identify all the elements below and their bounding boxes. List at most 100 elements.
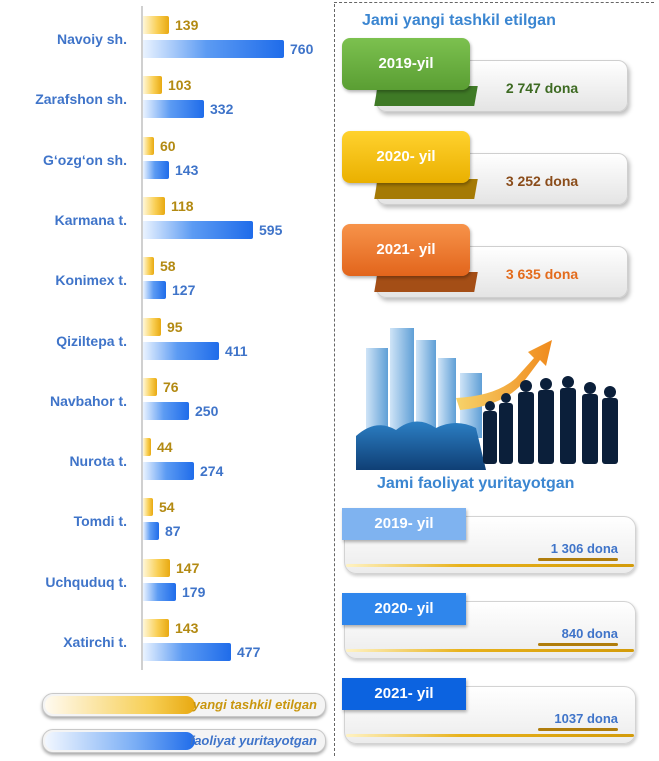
active-card-2021: 2021- yil 1037 dona (342, 678, 638, 750)
chart-row: Xatirchi t. 143 477 (0, 617, 330, 671)
vertical-divider (334, 4, 335, 756)
bar-yangi (143, 438, 151, 456)
value-label-yangi: 60 (160, 138, 176, 154)
category-label: Navbahor t. (49, 393, 127, 409)
active-card-amount-underline (538, 643, 618, 646)
new-card-2019: 2019-yil 2 747 dona (342, 36, 628, 122)
active-card-2020: 2020- yil 840 dona (342, 593, 638, 665)
chart-row: Nurota t. 44 274 (0, 436, 330, 490)
category-label: Karmana t. (54, 212, 127, 228)
active-card-underline (346, 649, 634, 652)
new-card-amount: 2 747 dona (505, 80, 579, 96)
active-card-year-tab: 2021- yil (342, 678, 466, 710)
value-label-faoliyat: 595 (259, 222, 283, 238)
value-label-yangi: 76 (163, 379, 179, 395)
top-divider (334, 2, 654, 3)
category-label: Zarafshon sh. (35, 91, 127, 107)
value-label-yangi: 58 (160, 258, 176, 274)
bar-faoliyat (143, 342, 219, 360)
chart-row: Navbahor t. 76 250 (0, 376, 330, 430)
value-label-faoliyat: 760 (290, 41, 314, 57)
chart-row: Navoiy sh. 139 760 (0, 14, 330, 68)
bar-yangi (143, 498, 153, 516)
chart-row: Qiziltepa t. 95 411 (0, 316, 330, 370)
active-card-amount-underline (538, 728, 618, 731)
value-label-yangi: 95 (167, 319, 183, 335)
value-label-faoliyat: 477 (237, 644, 261, 660)
bar-yangi (143, 318, 161, 336)
category-label: Tomdi t. (73, 513, 127, 529)
bar-yangi (143, 559, 170, 577)
bar-yangi (143, 76, 162, 94)
category-label: Konimex t. (55, 272, 127, 288)
value-label-faoliyat: 332 (210, 101, 234, 117)
value-label-yangi: 54 (159, 499, 175, 515)
active-card-underline (346, 734, 634, 737)
category-label: Qiziltepa t. (56, 333, 127, 349)
chart-row: Zarafshon sh. 103 332 (0, 74, 330, 128)
value-label-yangi: 44 (157, 439, 173, 455)
active-card-underline (346, 564, 634, 567)
chart-row: Uchquduq t. 147 179 (0, 557, 330, 611)
legend-label-yangi: yangi tashkil etilgan (192, 697, 317, 712)
active-card-amount: 840 dona (561, 626, 618, 641)
active-card-year-tab: 2019- yil (342, 508, 466, 540)
category-label: Navoiy sh. (56, 31, 127, 47)
legend-label-faoliyat: faoliyat yuritayotgan (189, 733, 317, 748)
new-card-amount: 3 252 dona (505, 173, 579, 189)
new-card-amount: 3 635 dona (505, 266, 579, 282)
active-card-amount: 1037 dona (554, 711, 618, 726)
chart-row: Konimex t. 58 127 (0, 255, 330, 309)
bar-faoliyat (143, 643, 231, 661)
growth-illustration-image (356, 328, 618, 470)
active-section-title: Jami faoliyat yuritayotgan (377, 475, 575, 492)
bar-yangi (143, 16, 169, 34)
chart-axis-line (141, 6, 143, 670)
value-label-yangi: 139 (175, 17, 199, 33)
bar-faoliyat (143, 522, 159, 540)
chart-row: Karmana t. 118 595 (0, 195, 330, 249)
category-label: G‘ozg‘on sh. (43, 152, 127, 168)
value-label-faoliyat: 127 (172, 282, 196, 298)
legend-swatch-yellow (45, 696, 195, 714)
value-label-faoliyat: 411 (225, 343, 248, 359)
category-label: Xatirchi t. (63, 634, 127, 650)
bar-faoliyat (143, 281, 166, 299)
bar-faoliyat (143, 221, 253, 239)
new-card-2021: 2021- yil 3 635 dona (342, 222, 628, 308)
bar-faoliyat (143, 402, 189, 420)
bar-faoliyat (143, 40, 284, 58)
active-card-amount: 1 306 dona (550, 541, 618, 556)
bar-faoliyat (143, 462, 194, 480)
bar-faoliyat (143, 583, 176, 601)
bar-yangi (143, 257, 154, 275)
value-label-faoliyat: 274 (200, 463, 224, 479)
new-card-year-tab: 2019-yil (342, 38, 470, 90)
bar-yangi (143, 619, 169, 637)
new-card-year-tab: 2021- yil (342, 224, 470, 276)
value-label-yangi: 143 (175, 620, 199, 636)
bar-yangi (143, 378, 157, 396)
new-card-2020: 2020- yil 3 252 dona (342, 129, 628, 215)
value-label-yangi: 118 (171, 198, 194, 214)
legend-swatch-blue (45, 732, 195, 750)
value-label-faoliyat: 179 (182, 584, 206, 600)
active-card-2019: 2019- yil 1 306 dona (342, 508, 638, 580)
value-label-faoliyat: 250 (195, 403, 219, 419)
value-label-yangi: 103 (168, 77, 192, 93)
new-section-title: Jami yangi tashkil etilgan (362, 12, 556, 29)
active-card-year-tab: 2020- yil (342, 593, 466, 625)
value-label-faoliyat: 143 (175, 162, 199, 178)
bar-yangi (143, 197, 165, 215)
bar-faoliyat (143, 161, 169, 179)
category-label: Uchquduq t. (45, 574, 127, 590)
category-label: Nurota t. (69, 453, 127, 469)
bar-faoliyat (143, 100, 204, 118)
active-card-amount-underline (538, 558, 618, 561)
chart-row: G‘ozg‘on sh. 60 143 (0, 135, 330, 189)
legend-item-yangi: yangi tashkil etilgan (42, 693, 326, 717)
new-card-year-tab: 2020- yil (342, 131, 470, 183)
bar-yangi (143, 137, 154, 155)
legend-item-faoliyat: faoliyat yuritayotgan (42, 729, 326, 753)
